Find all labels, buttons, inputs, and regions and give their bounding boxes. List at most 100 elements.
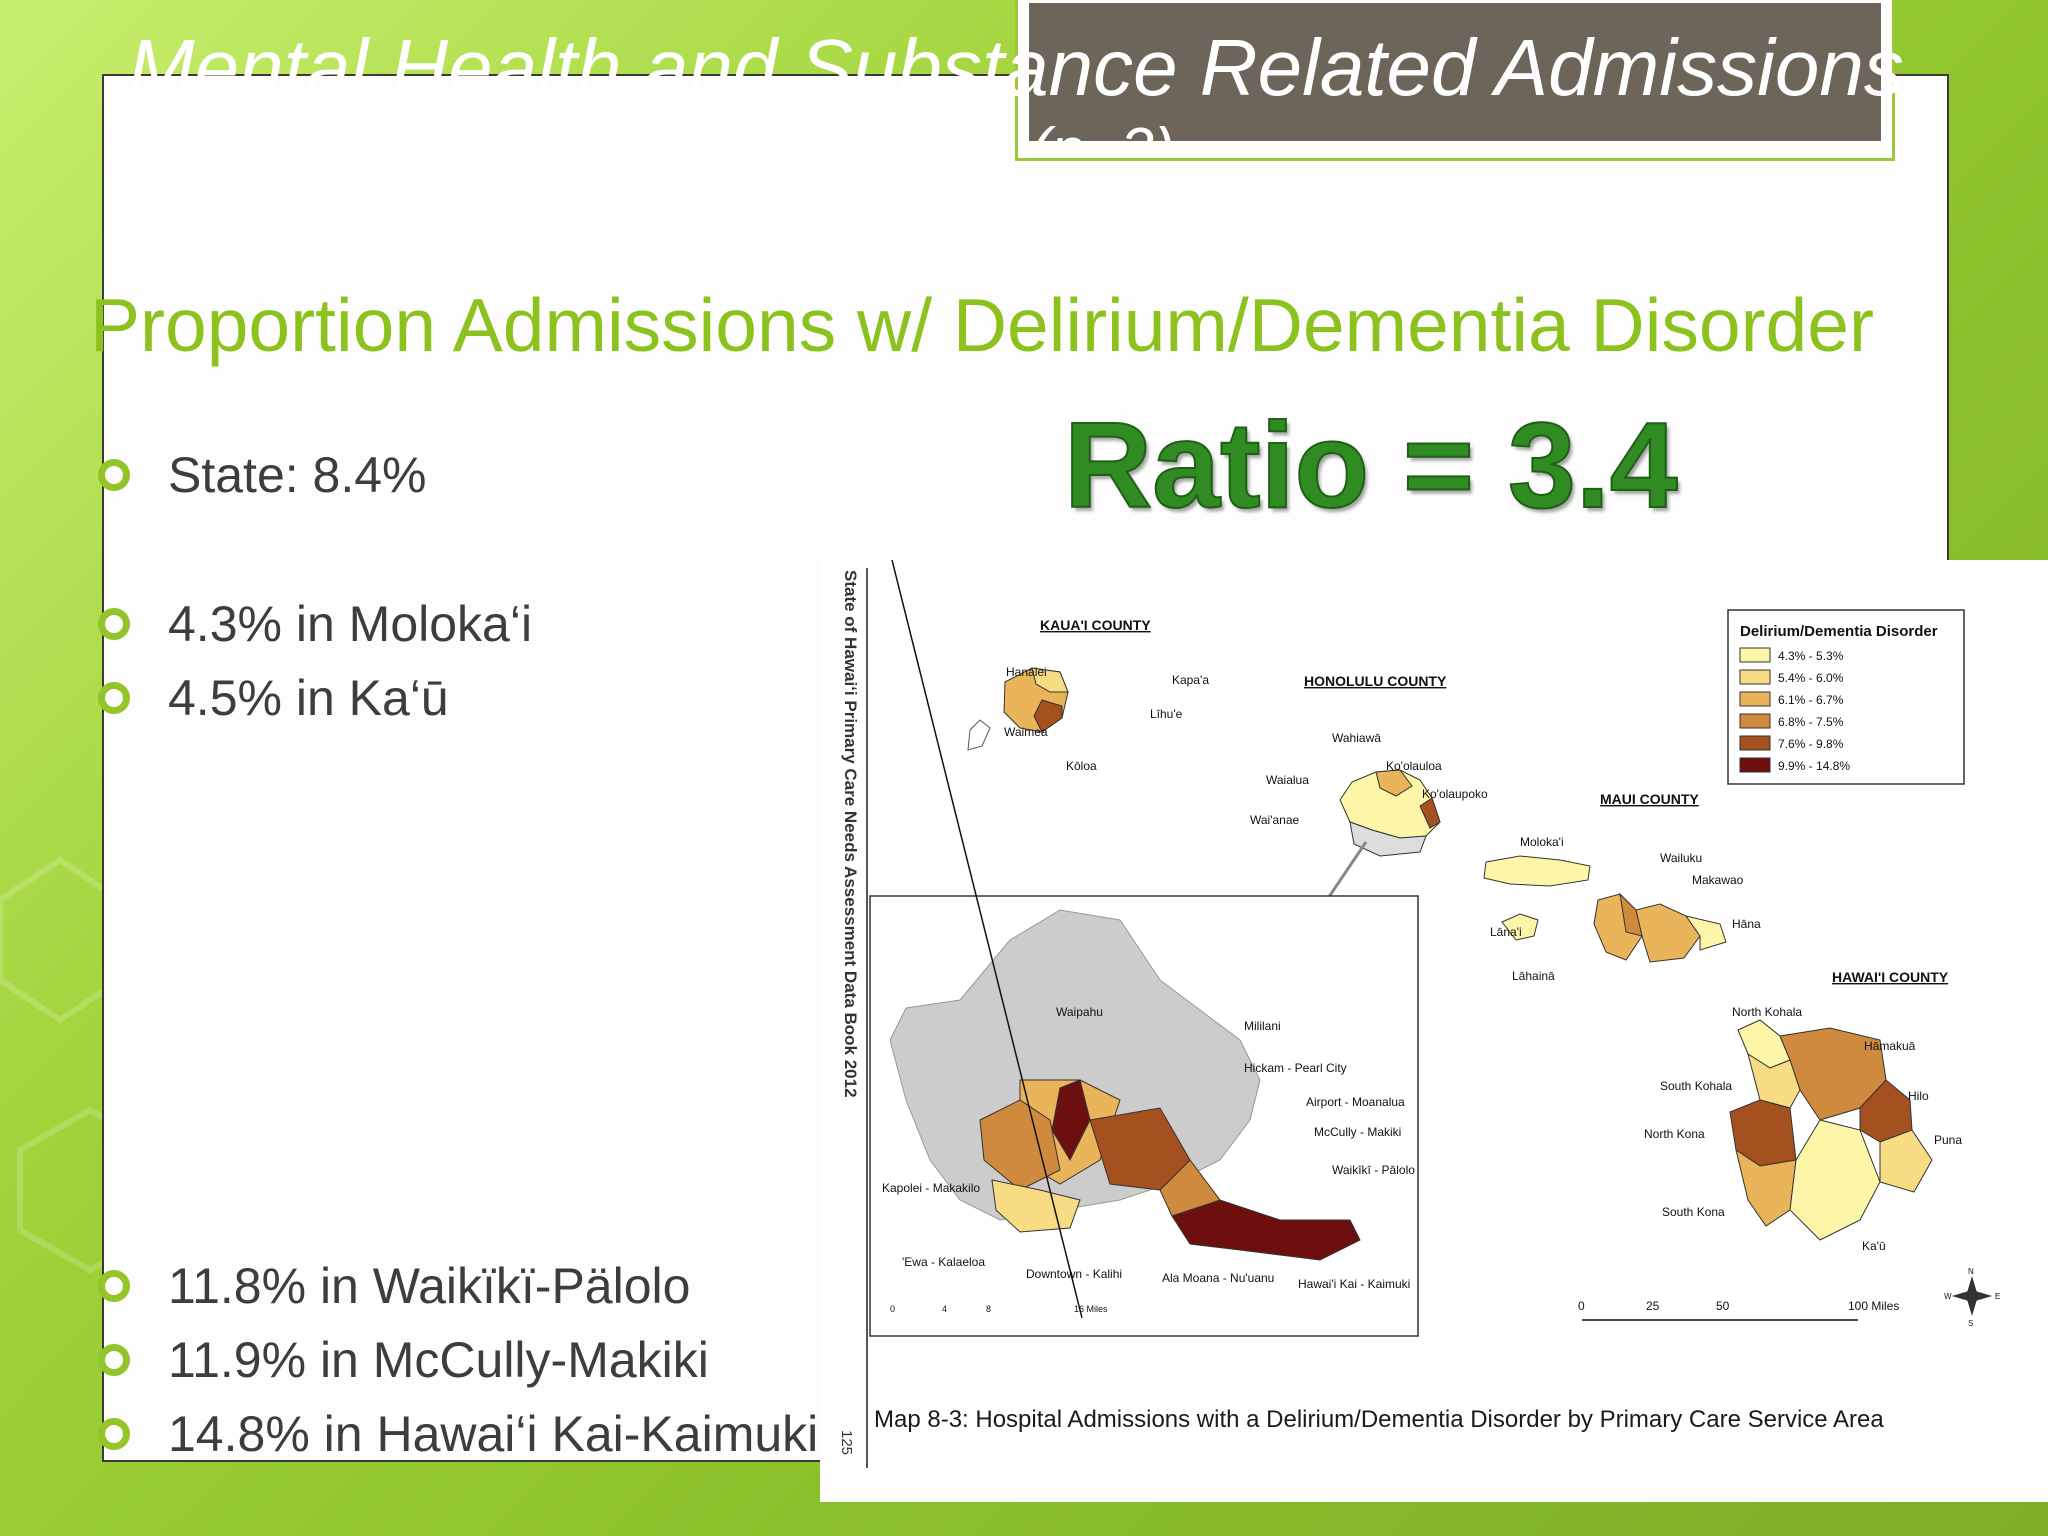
- place-label-lihue: Līhu'e: [1150, 707, 1183, 721]
- place-label-waialua: Waialua: [1266, 773, 1309, 787]
- region-puna: [1879, 1129, 1933, 1193]
- inset-region-hawaii-kai: [1171, 1199, 1361, 1261]
- bullet-icon: [98, 1344, 130, 1376]
- county-label-kauai: KAUA'I COUNTY: [1040, 617, 1151, 633]
- legend-label: 5.4% - 6.0%: [1778, 671, 1844, 685]
- place-label-molokai: Moloka'i: [1520, 835, 1564, 849]
- place-label-wahiawa: Wahiawā: [1332, 731, 1381, 745]
- legend-items: 4.3% - 5.3% 5.4% - 6.0% 6.1% - 6.7% 6.8%…: [1739, 647, 1850, 773]
- region-lihue: [1033, 699, 1063, 733]
- inset-region-kapolei: [979, 1099, 1061, 1191]
- region-makawao: [1635, 903, 1701, 963]
- bullet-item: State: 8.4%: [98, 445, 427, 505]
- region-lanai: [1501, 913, 1539, 941]
- oahu-scale-tick: 4: [942, 1304, 947, 1314]
- niihau-island: [967, 719, 991, 751]
- place-label-lahaina: Lāhainā: [1512, 969, 1555, 983]
- legend-swatch: [1739, 735, 1771, 751]
- bullet-icon: [98, 608, 130, 640]
- region-north-kohala: [1737, 1019, 1791, 1069]
- state-scale-tick: 50: [1716, 1299, 1730, 1313]
- bullet-text: 14.8% in Hawai‘i Kai-Kaimuki: [168, 1406, 819, 1462]
- bullet-item: 4.5% in Ka‘ū: [98, 668, 449, 728]
- region-hana: [1684, 915, 1727, 951]
- place-label-ewa: 'Ewa - Kalaeloa: [902, 1255, 985, 1269]
- region-honolulu-area: [1349, 821, 1427, 857]
- place-label-south-kohala: South Kohala: [1660, 1079, 1732, 1093]
- slide-subtitle: Proportion Admissions w/ Delirium/Dement…: [90, 283, 1874, 367]
- map-side-caption-text: State of Hawai‘i Primary Care Needs Asse…: [841, 570, 860, 1098]
- state-scale-tick: 25: [1646, 1299, 1660, 1313]
- place-label-alamoana: Ala Moana - Nu'uanu: [1162, 1271, 1274, 1285]
- region-wahiawa: [1375, 769, 1413, 797]
- map-side-caption: State of Hawai‘i Primary Care Needs Asse…: [838, 570, 860, 1098]
- bullet-text: 4.5% in Ka‘ū: [168, 670, 449, 726]
- bullet-icon: [98, 682, 130, 714]
- compass-north: N: [1968, 1267, 1974, 1276]
- title-box-fill: [1029, 3, 1881, 141]
- slide-title-continuation: (p. 2): [1016, 112, 1176, 153]
- bullet-item: 11.8% in Waikïkï-Pälolo: [98, 1256, 690, 1316]
- page-number: 125: [838, 1429, 856, 1456]
- place-label-kau: Ka'ū: [1862, 1239, 1886, 1253]
- bullet-text: 11.8% in Waikïkï-Pälolo: [168, 1258, 691, 1314]
- bullet-item: 4.3% in Moloka‘i: [98, 594, 532, 654]
- place-label-north-kohala: North Kohala: [1732, 1005, 1802, 1019]
- county-label-hawaii: HAWAI'I COUNTY: [1832, 969, 1949, 985]
- place-label-kapaa: Kapa'a: [1172, 673, 1209, 687]
- legend-label: 9.9% - 14.8%: [1778, 759, 1850, 773]
- legend-label: 4.3% - 5.3%: [1778, 649, 1844, 663]
- bullet-icon: [98, 1270, 130, 1302]
- legend-swatch: [1739, 669, 1771, 685]
- place-label-waipahu: Waipahu: [1056, 1005, 1103, 1019]
- legend-title: Delirium/Dementia Disorder: [1740, 623, 1938, 640]
- legend-label: 7.6% - 9.8%: [1778, 737, 1844, 751]
- place-label-downtown: Downtown - Kalihi: [1026, 1267, 1122, 1281]
- place-label-hilo: Hilo: [1908, 1089, 1929, 1103]
- bullet-icon: [98, 1418, 130, 1450]
- place-label-hana: Hāna: [1732, 917, 1761, 931]
- inset-region-ewa: [991, 1179, 1081, 1233]
- slide-title: Mental Health and Substance Related Admi…: [128, 23, 1904, 112]
- oahu-scale-tick: 8: [986, 1304, 991, 1314]
- bullet-text: State: 8.4%: [168, 447, 427, 503]
- place-label-koloa: Kōloa: [1066, 759, 1097, 773]
- place-label-hanalei: Hanalei: [1006, 665, 1047, 679]
- ratio-callout: Ratio = 3.4: [1063, 396, 1679, 534]
- place-label-koolauloa: Ko'olauloa: [1386, 759, 1442, 773]
- place-label-south-kona: South Kona: [1662, 1205, 1725, 1219]
- place-label-mililani: Mililani: [1244, 1019, 1281, 1033]
- oahu-scale-bar: [891, 559, 1083, 1319]
- bullet-item: 14.8% in Hawai‘i Kai-Kaimuki: [98, 1404, 818, 1464]
- state-scale-tick: 100 Miles: [1848, 1299, 1899, 1313]
- bullet-icon: [98, 459, 130, 491]
- map-figure: KAUA'I COUNTY Hanalei Kapa'a Līhu'e Waim…: [820, 559, 2048, 1502]
- place-label-lanai: Lāna'i: [1490, 925, 1522, 939]
- compass-east: E: [1995, 1292, 2000, 1301]
- place-label-waikiki: Waikīkī - Pālolo: [1332, 1163, 1415, 1177]
- place-label-waianae: Wai'anae: [1250, 813, 1300, 827]
- place-label-airport: Airport - Moanalua: [1306, 1095, 1405, 1109]
- slide-title-continuation-text: (p. 2): [1030, 116, 1175, 153]
- place-label-puna: Puna: [1934, 1133, 1962, 1147]
- county-label-maui: MAUI COUNTY: [1600, 791, 1699, 807]
- place-label-hawaiikai: Hawai'i Kai - Kaimuki: [1298, 1277, 1410, 1291]
- place-label-mccully: McCully - Makiki: [1314, 1125, 1401, 1139]
- legend-swatch: [1739, 691, 1771, 707]
- inset-region-waipahu: [1051, 1079, 1091, 1162]
- compass-icon: N S E W: [1944, 1267, 2000, 1328]
- compass-south: S: [1968, 1319, 1973, 1328]
- place-label-wailuku: Wailuku: [1660, 851, 1702, 865]
- place-label-makawao: Makawao: [1692, 873, 1744, 887]
- legend-label: 6.8% - 7.5%: [1778, 715, 1844, 729]
- region-molokai: [1483, 855, 1591, 887]
- legend-swatch: [1739, 757, 1771, 773]
- bullet-text: 4.3% in Moloka‘i: [168, 596, 533, 652]
- bullet-item: 11.9% in McCully-Makiki: [98, 1330, 709, 1390]
- region-kapaa: [1031, 667, 1069, 693]
- state-scale-tick: 0: [1578, 1299, 1585, 1313]
- place-label-koolaupoko: Ko'olaupoko: [1422, 787, 1488, 801]
- bullet-text: 11.9% in McCully-Makiki: [168, 1332, 709, 1388]
- place-label-hickam: Hickam - Pearl City: [1244, 1061, 1347, 1075]
- county-label-honolulu: HONOLULU COUNTY: [1304, 673, 1447, 689]
